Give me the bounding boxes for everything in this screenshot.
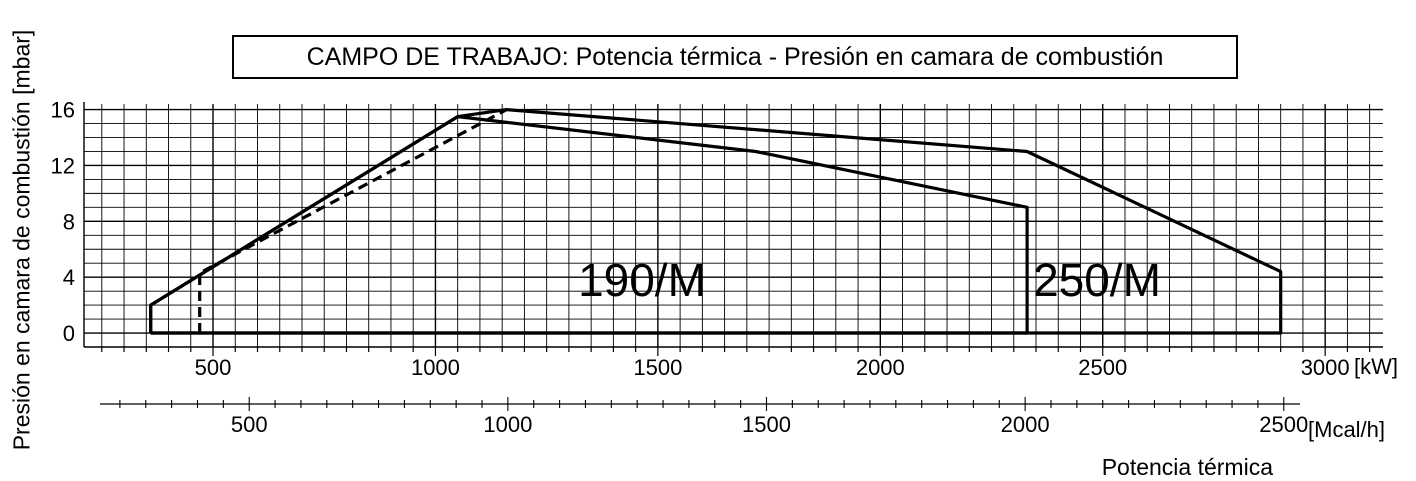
series-line-dashed: [198, 108, 508, 333]
series-line-250-m: [149, 107, 1283, 335]
x-tick-label: 500: [195, 355, 232, 380]
y-tick-label: 4: [63, 265, 75, 290]
x2-tick-label: 1000: [483, 412, 532, 437]
y-tick-label: 16: [51, 98, 75, 123]
x2-tick-label: 2000: [1001, 412, 1050, 437]
axes: [83, 102, 1383, 411]
x-axis-unit: [kW]: [1354, 354, 1398, 379]
chart-title: CAMPO DE TRABAJO: Potencia térmica - Pre…: [232, 35, 1238, 79]
x-tick-label: 2500: [1078, 355, 1127, 380]
x2-tick-label: 1500: [742, 412, 791, 437]
x-tick-label: 2000: [856, 355, 905, 380]
y-axis-label: Presión en camara de combustión [mbar]: [8, 29, 35, 451]
y-tick-label: 12: [51, 153, 75, 178]
y-tick-label: 8: [63, 209, 75, 234]
series-label-190m: 190/M: [578, 254, 706, 306]
x2-tick-label: 2500: [1259, 412, 1308, 437]
x-tick-label: 3000: [1301, 355, 1350, 380]
x2-axis-unit: [Mcal/h]: [1308, 417, 1385, 442]
series-group: 190/M 250/M: [149, 107, 1283, 335]
x-tick-label: 1000: [411, 355, 460, 380]
y-tick-label: 0: [63, 321, 75, 346]
tick-labels: 0 4 8 12 16 500 1000 1500 2000 2500 3000 [kW] 500 100…: [51, 98, 1398, 442]
grid-lines: [84, 104, 1383, 348]
x-axis-label: Potencia térmica: [1101, 454, 1273, 480]
x2-tick-label: 500: [231, 412, 268, 437]
x-tick-label: 1500: [633, 355, 682, 380]
series-label-250m: 250/M: [1033, 254, 1161, 306]
